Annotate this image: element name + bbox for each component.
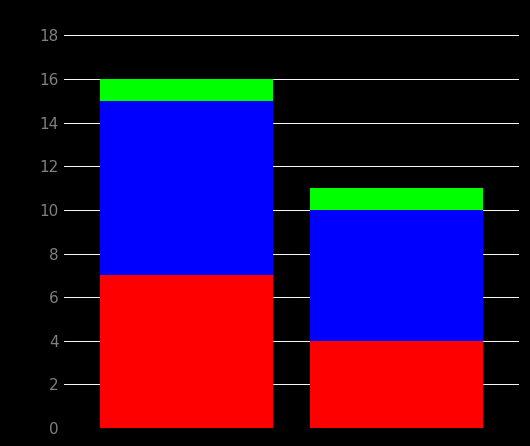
Bar <box>100 275 273 428</box>
Bar <box>310 210 483 341</box>
Bar <box>100 79 273 101</box>
Bar <box>100 101 273 275</box>
Bar <box>310 341 483 428</box>
Bar <box>310 188 483 210</box>
